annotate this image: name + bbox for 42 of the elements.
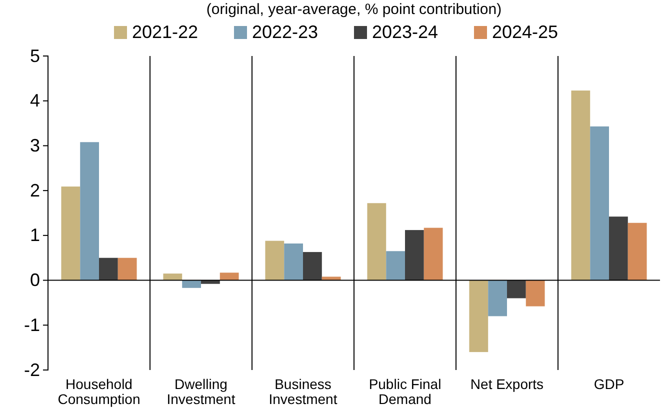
y-tick-label: -2 bbox=[24, 360, 40, 380]
bar bbox=[424, 228, 443, 280]
x-tick-label: Net Exports bbox=[470, 376, 544, 392]
bar bbox=[99, 258, 118, 280]
bar bbox=[571, 90, 590, 280]
bar bbox=[163, 274, 182, 280]
bar bbox=[367, 203, 386, 280]
x-tick-label: Dwelling Investment bbox=[166, 376, 236, 407]
x-tick-label: Household Consumption bbox=[58, 376, 140, 407]
y-tick-label: 0 bbox=[30, 270, 40, 290]
chart-title: (original, year-average, % point contribution) bbox=[206, 1, 502, 18]
x-tick-label: GDP bbox=[594, 376, 624, 392]
y-tick-label: -1 bbox=[24, 314, 40, 335]
legend-label: 2022-23 bbox=[252, 22, 318, 42]
bar bbox=[386, 251, 405, 280]
y-tick-label: 2 bbox=[30, 180, 40, 200]
bar bbox=[220, 272, 239, 280]
bar bbox=[590, 126, 609, 280]
bar bbox=[118, 258, 137, 280]
bar bbox=[322, 276, 341, 280]
y-tick-label: 4 bbox=[30, 90, 40, 111]
y-tick-label: 5 bbox=[30, 46, 40, 66]
bar bbox=[488, 280, 507, 316]
bar bbox=[61, 186, 80, 280]
bar bbox=[628, 222, 647, 280]
legend-label: 2024-25 bbox=[492, 22, 558, 42]
bar bbox=[303, 252, 322, 280]
bar bbox=[469, 280, 488, 352]
x-tick-label: Public Final Demand bbox=[368, 376, 442, 407]
bar bbox=[284, 244, 303, 280]
y-tick-label: 3 bbox=[30, 135, 40, 156]
bar bbox=[507, 280, 526, 298]
bar bbox=[265, 240, 284, 280]
y-tick-label: 1 bbox=[30, 225, 40, 246]
bar bbox=[182, 280, 201, 288]
x-tick-label: Business Investment bbox=[268, 376, 338, 407]
bar bbox=[80, 142, 99, 280]
bar bbox=[609, 216, 628, 280]
bar bbox=[405, 230, 424, 280]
legend-label: 2023-24 bbox=[372, 22, 438, 42]
bar bbox=[526, 280, 545, 306]
legend-label: 2021-22 bbox=[132, 22, 198, 42]
